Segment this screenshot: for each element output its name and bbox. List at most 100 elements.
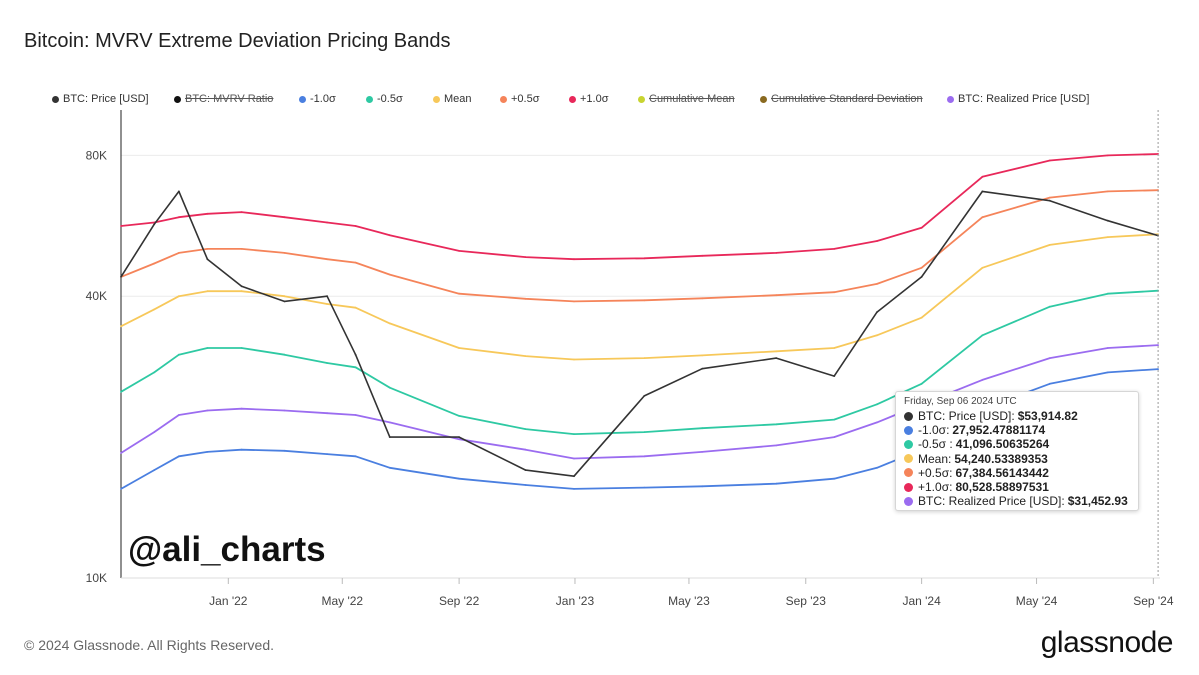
data-point: [120, 390, 122, 393]
data-point: [1048, 159, 1051, 162]
tooltip-dot-icon: [904, 439, 913, 449]
data-point: [573, 258, 575, 261]
data-point: [876, 334, 878, 337]
legend-item-cumulative-mean[interactable]: Cumulative Mean: [638, 93, 735, 105]
chart-title: Bitcoin: MVRV Extreme Deviation Pricing …: [24, 30, 451, 52]
x-tick-label: Jan '22: [209, 594, 248, 608]
tooltip-label: +0.5σ:: [918, 465, 953, 480]
legend-label: +1.0σ: [580, 93, 609, 105]
data-point: [981, 379, 984, 381]
data-point: [354, 353, 357, 356]
data-point: [833, 436, 836, 438]
data-point: [153, 469, 156, 471]
data-point: [458, 415, 460, 417]
data-point: [388, 386, 391, 389]
legend-item-minus-1-sigma[interactable]: -1.0σ: [299, 93, 336, 105]
data-point: [240, 248, 243, 250]
data-point: [120, 452, 122, 454]
data-point: [326, 362, 328, 364]
tooltip-value: 41,096.50635264: [955, 437, 1050, 452]
data-point: [701, 254, 704, 257]
watermark: @ali_charts: [128, 530, 326, 569]
data-point: [354, 261, 357, 264]
data-point: [388, 436, 391, 438]
legend-label: Cumulative Mean: [649, 93, 735, 105]
tooltip-value: 54,240.53389353: [954, 451, 1048, 466]
tooltip-value: $31,452.93: [1067, 494, 1128, 509]
data-point: [643, 299, 646, 302]
legend-item-minus-05-sigma[interactable]: -0.5σ: [366, 93, 403, 105]
tooltip-value: 67,384.56143442: [955, 465, 1049, 480]
data-point: [120, 325, 122, 328]
data-point: [240, 347, 243, 349]
data-point: [354, 455, 357, 458]
data-point: [326, 303, 328, 305]
legend-item-mvrv-ratio[interactable]: BTC: MVRV Ratio: [174, 93, 273, 105]
data-point: [701, 367, 704, 370]
legend-label: BTC: MVRV Ratio: [185, 93, 274, 105]
data-point: [643, 486, 646, 489]
legend-item-btc-price[interactable]: BTC: Price [USD]: [52, 93, 149, 105]
legend-item-plus-05-sigma[interactable]: +0.5σ: [500, 93, 540, 105]
data-point: [458, 436, 460, 438]
x-tick-label: May '23: [668, 594, 710, 608]
data-point: [876, 311, 878, 313]
legend-label: BTC: Realized Price [USD]: [958, 93, 1090, 105]
data-point: [1048, 244, 1051, 246]
data-point: [701, 451, 704, 453]
legend-item-plus-1-sigma[interactable]: +1.0σ: [569, 93, 609, 105]
data-point: [643, 431, 646, 433]
data-point: [120, 276, 122, 278]
legend-item-mean[interactable]: Mean: [433, 93, 472, 105]
data-point: [775, 294, 778, 297]
data-point: [524, 256, 527, 258]
tooltip-dot-icon: [904, 454, 913, 464]
data-point: [1048, 199, 1051, 202]
y-tick-label: 10K: [86, 571, 107, 585]
data-point: [876, 466, 878, 469]
data-point: [1106, 154, 1109, 157]
legend-label: +0.5σ: [511, 93, 540, 105]
legend-label: BTC: Price [USD]: [63, 93, 149, 105]
data-point: [833, 375, 836, 377]
y-tick-label: 80K: [86, 148, 107, 162]
data-point: [178, 216, 180, 219]
data-point: [876, 240, 878, 242]
data-point: [326, 412, 328, 415]
data-point: [833, 291, 836, 294]
tooltip-row: BTC: Price [USD]: $53,914.82: [904, 409, 1130, 423]
tooltip-row: Mean: 54,240.53389353: [904, 452, 1130, 466]
data-point: [833, 347, 836, 349]
data-point: [326, 221, 328, 224]
series-line-0-5: [120, 189, 1159, 303]
data-point: [153, 431, 156, 433]
legend-dot-icon: [52, 95, 59, 103]
data-point: [458, 347, 460, 349]
data-point: [920, 276, 923, 278]
data-point: [833, 418, 836, 421]
tooltip-label: +1.0σ:: [918, 480, 953, 495]
data-point: [178, 190, 180, 193]
data-point: [981, 216, 984, 219]
data-point: [573, 300, 575, 303]
data-point: [283, 409, 286, 412]
data-point: [573, 358, 575, 361]
data-point: [701, 354, 704, 357]
legend-item-realized-price[interactable]: BTC: Realized Price [USD]: [947, 93, 1089, 105]
data-point: [775, 252, 778, 254]
legend-dot-icon: [433, 95, 440, 103]
tooltip-label: -1.0σ:: [918, 423, 950, 438]
data-point: [573, 475, 575, 478]
legend-dot-icon: [760, 95, 767, 103]
data-point: [701, 297, 704, 300]
legend-item-cumulative-std[interactable]: Cumulative Standard Deviation: [760, 93, 923, 105]
legend-dot-icon: [366, 95, 373, 103]
data-point: [178, 414, 180, 416]
data-point: [283, 449, 286, 452]
data-point: [1106, 292, 1109, 295]
data-point: [283, 295, 286, 298]
tooltip-label: BTC: Price [USD]:: [918, 409, 1015, 424]
data-point: [524, 484, 527, 486]
data-point: [458, 438, 460, 441]
